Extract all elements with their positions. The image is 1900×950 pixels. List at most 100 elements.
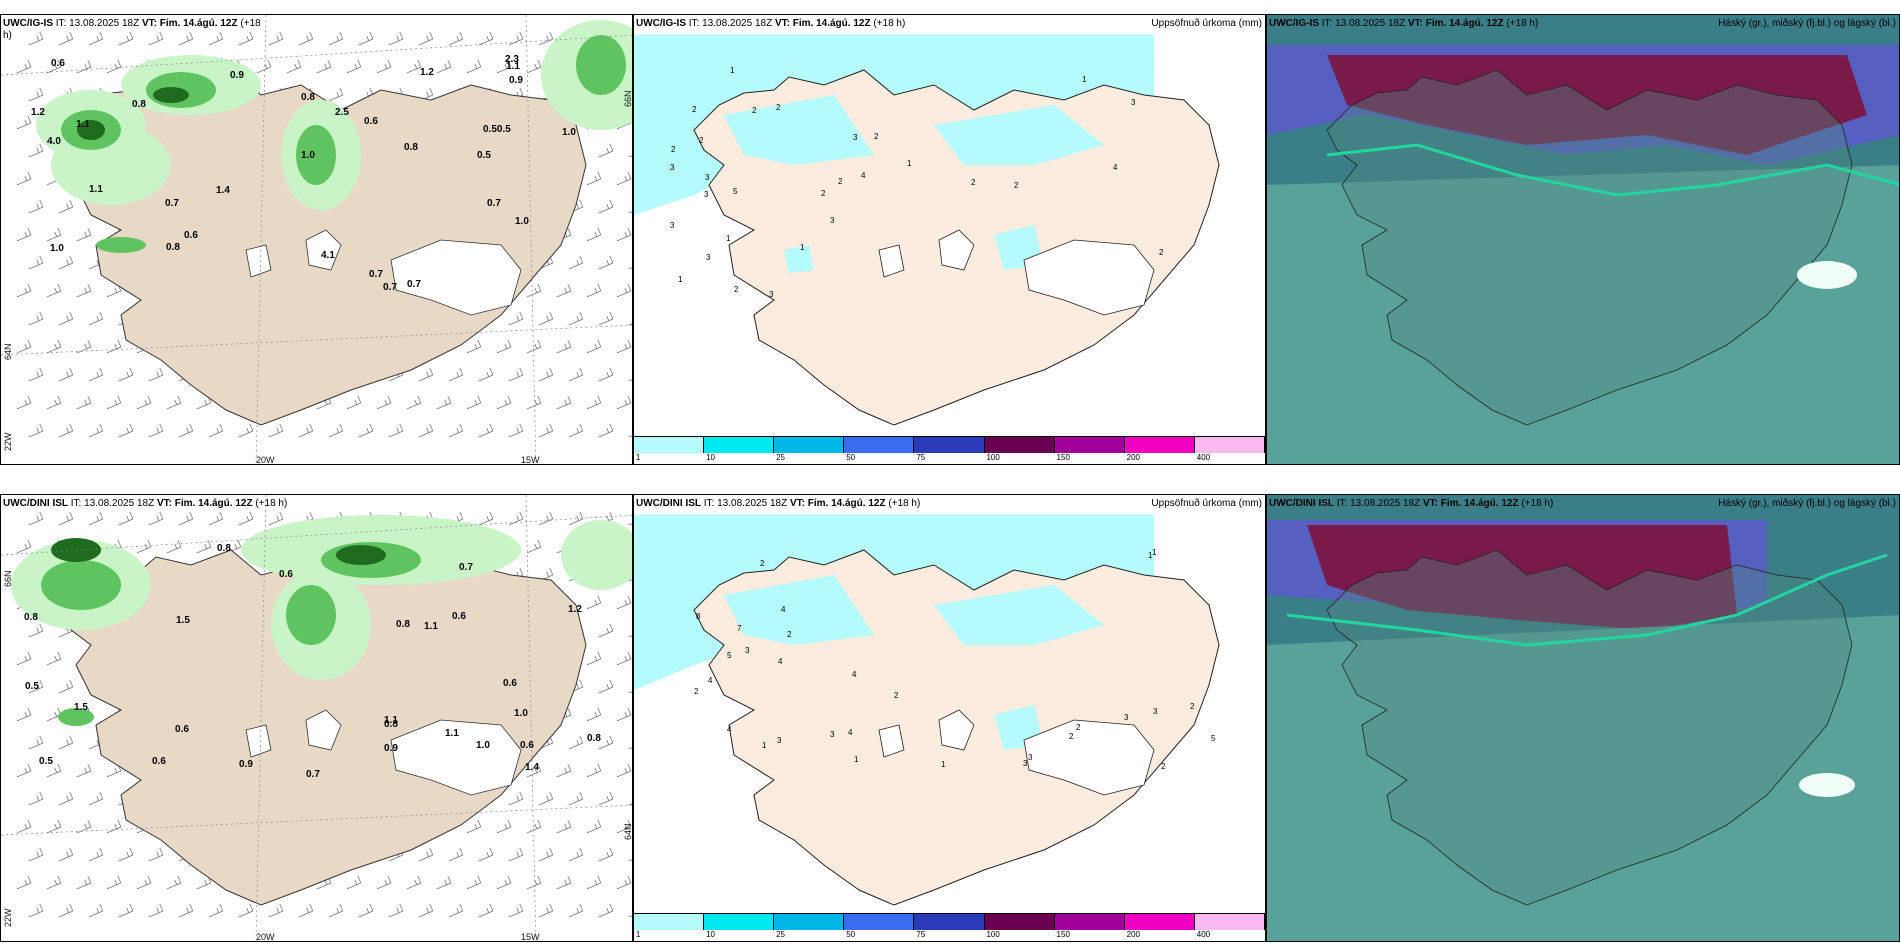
lead-time: (+18 h) <box>1506 18 1539 29</box>
wind-barb <box>28 735 44 750</box>
wind-barb <box>568 903 584 918</box>
front-line <box>1326 143 1899 197</box>
wind-barb <box>58 255 74 270</box>
wind-barb <box>88 903 104 918</box>
precip-amount-label: 1.1 <box>89 184 103 195</box>
precip-amount-label: 0.5 <box>477 150 491 161</box>
colorbar-cell <box>1054 437 1125 453</box>
wind-barb <box>568 847 584 862</box>
wind-barb <box>478 423 494 438</box>
precip-colorbar: 1 10 25 50 75 100 150 200 400 <box>634 913 1265 941</box>
wind-barb <box>526 819 542 834</box>
wind-barb <box>316 59 332 74</box>
wind-barb <box>508 847 524 862</box>
wind-barb <box>628 267 632 270</box>
wind-barb <box>346 59 362 74</box>
wind-barb <box>526 763 542 778</box>
wind-barb <box>196 539 212 554</box>
wind-barb <box>58 791 74 806</box>
wind-barb <box>46 227 62 242</box>
wind-barb <box>376 395 392 410</box>
mm-amount-label: 2 <box>694 687 699 696</box>
wind-barb <box>88 511 104 526</box>
wind-barb <box>346 875 362 890</box>
wind-barb <box>106 59 122 74</box>
vt-label: VT: <box>774 18 790 29</box>
wind-barb <box>88 847 104 862</box>
graticule <box>1 495 632 941</box>
panel-title: UWC/DINI ISL IT: 13.08.2025 18Z VT: Fim.… <box>636 498 920 510</box>
precip-amount-label: 0.6 <box>51 58 65 69</box>
wind-barb <box>478 31 494 46</box>
wind-barb <box>28 87 44 102</box>
wind-barb <box>616 339 632 354</box>
panel-title: UWC/IG-IS IT: 13.08.2025 18Z VT: Fim. 14… <box>3 18 261 42</box>
wind-barb <box>88 423 104 438</box>
mm-amount-label: 2 <box>821 189 826 198</box>
panel-ig-cloud: UWC/IG-IS IT: 13.08.2025 18Z VT: Fim. 14… <box>1266 14 1900 465</box>
wind-barb <box>526 539 542 554</box>
wind-barb <box>598 311 614 326</box>
colorbar-tick-label: 100 <box>986 930 1000 939</box>
mm-amount-label: 3 <box>830 730 835 739</box>
colorbar-tick-label: 400 <box>1196 930 1211 939</box>
precip-amount-label: 0.50.5 <box>483 124 511 135</box>
lead-time: (+18 h) <box>873 18 906 29</box>
wind-barb <box>166 395 182 410</box>
wind-barb <box>448 847 464 862</box>
colorbar-cell <box>914 437 985 453</box>
lead-time-cont: h) <box>3 30 12 41</box>
mm-amount-label: 2 <box>1161 762 1166 771</box>
wind-barb <box>16 875 32 890</box>
precip-amount-label: 0.7 <box>306 769 320 780</box>
wind-barb <box>118 31 134 46</box>
mm-amount-label: 2 <box>1159 248 1164 257</box>
wind-barb <box>598 199 614 214</box>
wind-barb <box>28 311 44 326</box>
wind-barb <box>568 735 584 750</box>
wind-barb <box>568 511 584 526</box>
wind-barb <box>268 423 284 438</box>
precip-amount-label: 1.0 <box>50 243 64 254</box>
wind-barb <box>106 875 122 890</box>
colorbar-tick-label: 1 <box>635 930 641 939</box>
lead-time: (+18 h) <box>255 498 288 509</box>
precip-amount-label: 1.0 <box>562 127 576 138</box>
precip-amount-label: 0.7 <box>369 269 383 280</box>
wind-barb <box>238 903 254 918</box>
precip-field <box>36 20 632 253</box>
precip-amount-label: 0.6 <box>184 230 198 241</box>
precip-amount-label: 1.0 <box>515 216 529 227</box>
precip-amount-label: 1.2 <box>420 67 434 78</box>
wind-barb <box>16 339 32 354</box>
wind-barb <box>76 763 92 778</box>
wind-barb <box>616 171 632 186</box>
it-label: IT: <box>70 498 82 509</box>
mm-amount-label: 4 <box>1113 163 1118 172</box>
lon-label-15w: 15W <box>521 932 540 942</box>
panel-ig-precip: UWC/IG-IS IT: 13.08.2025 18Z VT: Fim. 14… <box>633 14 1266 465</box>
lead-time: (+18 <box>240 18 261 29</box>
precip-amount-label: 0.8 <box>132 99 146 110</box>
wind-barb <box>538 311 554 326</box>
clear-patch <box>1797 261 1857 289</box>
model-name: UWC/IG-IS <box>636 18 686 29</box>
field-title: Háský (gr.), miðský (fj.bl.) og lágský (… <box>1718 18 1896 29</box>
field-title: Uppsöfnuð úrkoma (mm) <box>1151 18 1262 29</box>
wind-barb <box>118 367 134 382</box>
precip-amount-label: 1.0 <box>476 740 490 751</box>
wind-barb <box>358 423 374 438</box>
colorbar-cell <box>844 437 915 453</box>
wind-barb <box>586 339 602 354</box>
valid-time: Fim. 14.ágú. 12Z <box>1425 18 1504 29</box>
wind-barb <box>268 511 284 526</box>
model-name: UWC/IG-IS <box>3 18 53 29</box>
wind-barb <box>598 423 614 438</box>
mm-amount-label: 3 <box>670 163 675 172</box>
wind-barb <box>136 875 152 890</box>
lat-label-64n: 64N <box>623 823 633 840</box>
wind-barb <box>106 339 122 354</box>
colorbar-cells <box>634 913 1265 930</box>
wind-barb <box>148 847 164 862</box>
mm-amount-label: 3 <box>777 736 782 745</box>
